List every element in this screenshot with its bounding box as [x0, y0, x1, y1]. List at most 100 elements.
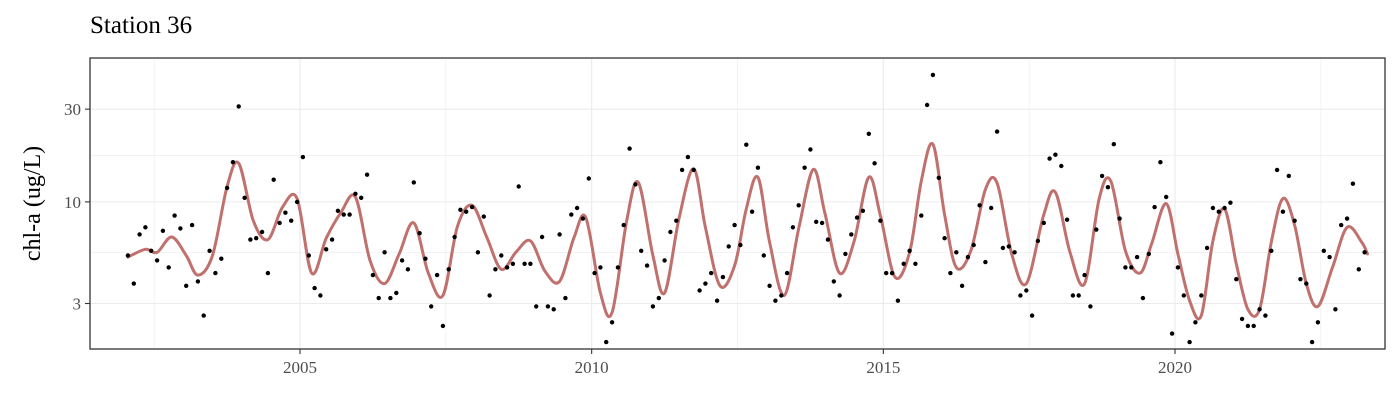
- data-point: [574, 205, 580, 211]
- data-point: [1216, 209, 1222, 214]
- data-point: [720, 274, 726, 280]
- data-point: [919, 213, 924, 218]
- data-point: [1094, 227, 1099, 232]
- data-point: [1076, 293, 1081, 298]
- data-point: [254, 236, 259, 241]
- data-point: [224, 185, 230, 191]
- data-point: [901, 261, 906, 266]
- data-point: [948, 270, 953, 276]
- data-point: [714, 298, 720, 303]
- data-point: [294, 199, 300, 205]
- data-point: [440, 323, 446, 329]
- data-point: [1018, 293, 1023, 298]
- data-point: [539, 234, 545, 240]
- data-point: [458, 207, 463, 212]
- data-point: [1286, 173, 1292, 179]
- data-point: [779, 293, 784, 298]
- data-point: [213, 270, 218, 276]
- data-point: [300, 154, 306, 160]
- data-point: [569, 212, 574, 217]
- trend-line: [126, 141, 1369, 321]
- data-point: [1280, 209, 1286, 214]
- data-point: [347, 212, 352, 217]
- data-point: [744, 142, 749, 147]
- data-point: [965, 254, 971, 260]
- data-point: [1309, 339, 1315, 345]
- data-point: [341, 212, 346, 217]
- y-tick-label: 30: [64, 100, 81, 119]
- data-point: [1239, 316, 1245, 322]
- data-point: [1029, 313, 1035, 318]
- data-point: [1257, 307, 1262, 312]
- chart-title: Station 36: [90, 12, 193, 39]
- data-point: [405, 267, 411, 272]
- data-point: [195, 279, 201, 284]
- data-point: [761, 253, 766, 258]
- data-point: [160, 228, 166, 233]
- data-point: [312, 285, 317, 291]
- data-point: [487, 293, 492, 298]
- data-point: [942, 236, 947, 241]
- data-point: [1333, 307, 1338, 312]
- data-point: [551, 307, 556, 312]
- data-point: [207, 248, 212, 253]
- data-point: [674, 218, 679, 223]
- data-point: [184, 283, 189, 288]
- data-point: [1000, 245, 1006, 251]
- data-point: [201, 313, 206, 318]
- data-point: [837, 293, 842, 298]
- data-point: [1274, 167, 1280, 173]
- data-point: [388, 295, 393, 301]
- data-point: [1117, 216, 1122, 221]
- data-point: [1024, 288, 1029, 293]
- data-point: [1210, 205, 1216, 211]
- data-point: [989, 205, 994, 211]
- data-point: [592, 270, 597, 276]
- data-point: [417, 231, 422, 236]
- data-point: [469, 204, 475, 210]
- data-point: [983, 259, 988, 265]
- data-point: [679, 167, 685, 173]
- data-point: [627, 146, 632, 151]
- data-point: [971, 242, 976, 248]
- data-point: [259, 229, 265, 235]
- data-point: [516, 184, 521, 189]
- data-point: [662, 258, 667, 263]
- x-tick-label: 2010: [575, 358, 609, 377]
- data-point: [825, 237, 831, 242]
- data-point: [166, 265, 171, 270]
- y-tick-label: 10: [64, 193, 81, 212]
- data-point: [1350, 181, 1356, 186]
- data-point: [895, 298, 901, 303]
- data-point: [977, 203, 982, 208]
- data-point: [889, 270, 895, 276]
- data-point: [621, 222, 626, 228]
- data-point: [994, 129, 1000, 134]
- data-point: [143, 225, 148, 230]
- data-point: [1339, 222, 1344, 228]
- data-point: [236, 104, 241, 109]
- data-point: [1187, 339, 1192, 345]
- data-point: [1152, 204, 1157, 210]
- x-tick-label: 2020: [1158, 358, 1192, 377]
- data-point: [452, 234, 457, 240]
- data-point: [125, 253, 131, 258]
- data-point: [1193, 320, 1198, 325]
- data-point: [738, 242, 743, 248]
- data-point: [493, 267, 498, 272]
- data-point: [1105, 185, 1111, 190]
- data-point: [353, 191, 358, 196]
- data-points-layer: [125, 72, 1367, 345]
- data-point: [306, 253, 311, 258]
- data-point: [545, 304, 551, 309]
- data-point: [1111, 142, 1117, 147]
- data-point: [1082, 272, 1087, 278]
- data-point: [954, 250, 959, 255]
- data-point: [324, 247, 329, 252]
- data-point: [860, 208, 866, 213]
- data-point: [510, 261, 516, 266]
- data-point: [831, 279, 836, 284]
- data-point: [1047, 156, 1052, 161]
- data-point: [1181, 293, 1187, 298]
- data-point: [697, 288, 702, 293]
